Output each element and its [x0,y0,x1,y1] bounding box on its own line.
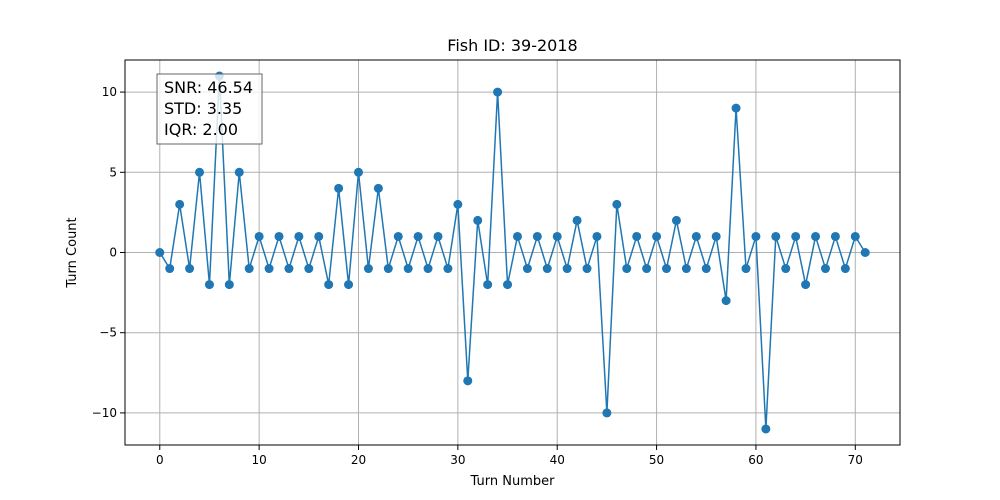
data-point [204,280,214,290]
data-point [413,231,423,241]
data-points [155,71,870,434]
data-point [344,280,354,290]
x-tick-label: 70 [848,453,863,467]
data-point [264,264,274,274]
data-point [532,231,542,241]
data-point [612,199,622,209]
data-point [423,264,433,274]
data-point [234,167,244,177]
data-point [662,264,672,274]
data-point [761,424,771,434]
data-point [721,296,731,306]
data-point [453,199,463,209]
data-point [791,231,801,241]
data-point [781,264,791,274]
y-tick-label: 0 [109,246,117,260]
data-point [632,231,642,241]
series-layer [159,75,866,430]
x-axis-label: Turn Number [470,474,556,489]
data-point [473,215,483,225]
data-point [771,231,781,241]
x-tick-label: 50 [649,453,664,467]
data-point [274,231,284,241]
data-point [681,264,691,274]
data-point [393,231,403,241]
data-point [642,264,652,274]
data-point [503,280,513,290]
data-point [801,280,811,290]
data-point [195,167,205,177]
x-tick-label: 20 [351,453,366,467]
data-point [165,264,175,274]
data-point [244,264,254,274]
axis-ticks: 0 10 20 30 40 50 60 70 −10 −5 0 5 10 [92,85,863,467]
x-tick-label: 40 [550,453,565,467]
data-point [711,231,721,241]
x-tick-label: 10 [251,453,266,467]
data-point [284,264,294,274]
data-point [334,183,344,193]
data-point [671,215,681,225]
x-tick-label: 0 [156,453,164,467]
data-point [741,264,751,274]
snr-text: SNR: 46.54 [164,78,253,97]
data-point [294,231,304,241]
chart-title: Fish ID: 39-2018 [447,36,577,55]
data-point [304,264,314,274]
data-point [811,231,821,241]
stats-box [156,73,263,145]
data-point [820,264,830,274]
x-tick-label: 30 [450,453,465,467]
data-point [701,264,711,274]
y-axis-label: Turn Count [65,217,80,288]
data-point [572,215,582,225]
data-point [552,231,562,241]
data-point [483,280,493,290]
data-point [363,264,373,274]
data-point [383,264,393,274]
data-point [622,264,632,274]
data-point [850,231,860,241]
data-point [433,231,443,241]
y-tick-label: 10 [102,85,117,99]
data-point [522,264,532,274]
data-point [691,231,701,241]
iqr-text: IQR: 2.00 [164,120,238,139]
data-point [562,264,572,274]
data-point [751,231,761,241]
std-text: STD: 3.35 [164,99,242,118]
y-tick-label: −5 [99,326,117,340]
y-tick-label: −10 [92,406,117,420]
data-point [731,103,741,113]
data-point [602,408,612,418]
data-point [840,264,850,274]
data-point [185,264,195,274]
data-point [175,199,185,209]
stats-annotation: SNR: 46.54 STD: 3.35 IQR: 2.00 [156,73,263,145]
data-point [314,231,324,241]
data-point [324,280,334,290]
x-tick-label: 60 [748,453,763,467]
series-line [159,75,866,430]
data-point [155,248,165,257]
data-point [353,167,363,177]
data-point [652,231,662,241]
y-tick-label: 5 [109,165,117,179]
data-point [403,264,413,274]
data-point [443,264,453,274]
data-point [463,376,473,386]
data-point [830,231,840,241]
data-point [542,264,552,274]
data-point [224,280,234,290]
data-point [254,231,264,241]
data-point [860,248,870,257]
data-point [582,264,592,274]
data-point [493,87,503,97]
data-point [512,231,522,241]
data-point [592,231,602,241]
data-point [373,183,383,193]
